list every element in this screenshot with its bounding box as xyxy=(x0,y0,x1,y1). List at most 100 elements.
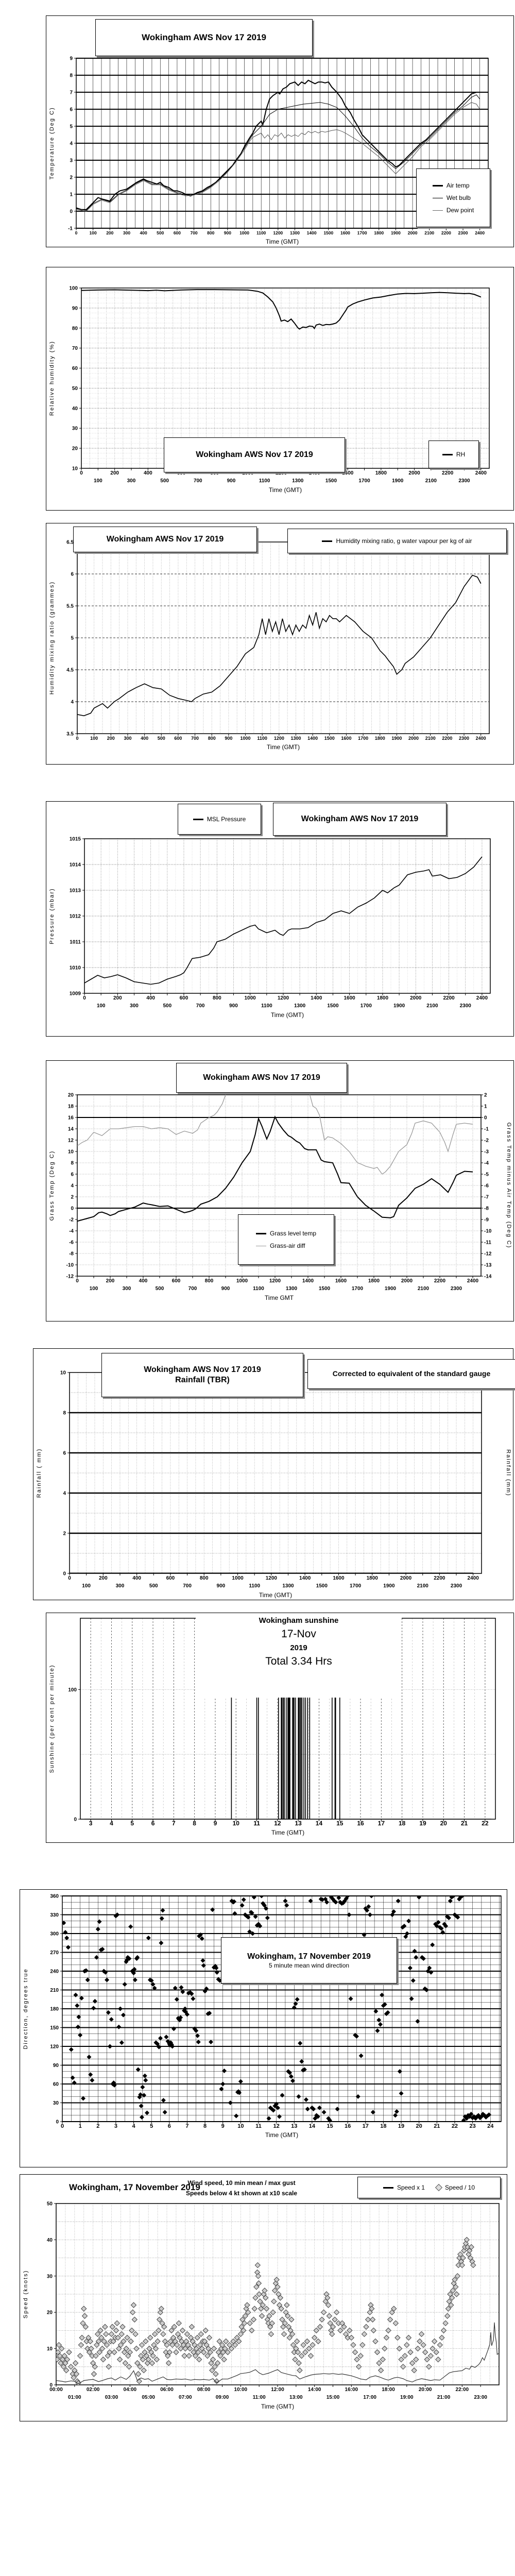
y-tick-label: 240 xyxy=(50,1969,59,1975)
x-tick-label: 2100 xyxy=(424,230,434,235)
x-tick-label: 1100 xyxy=(253,1286,264,1292)
x-tick-label: 11 xyxy=(253,1820,260,1827)
x-tick-label: 1900 xyxy=(383,1583,395,1589)
title-text: Corrected to equivalent of the standard … xyxy=(332,1369,491,1378)
x-tick-label: 1900 xyxy=(393,1003,405,1009)
y-tick-label: 8 xyxy=(71,1161,74,1166)
x-tick-label: 14:00 xyxy=(308,2387,321,2393)
x-tick-label: 800 xyxy=(200,1575,209,1581)
y-tick-label: 100 xyxy=(68,1687,77,1693)
x-tick-label: 1000 xyxy=(245,995,256,1001)
right-y-axis-title: Rainfall (mm) xyxy=(505,1449,511,1496)
x-tick-label: 0 xyxy=(80,470,83,476)
title-text: 5 minute mean wind direction xyxy=(268,1961,350,1969)
x-tick-label: 300 xyxy=(124,736,131,741)
x-tick-label: 200 xyxy=(99,1575,108,1581)
title-text: Wokingham, 17 November 2019 xyxy=(247,1952,371,1961)
legend-label: Grass-air diff xyxy=(269,1242,305,1249)
x-tick-label: 00:00 xyxy=(49,2387,63,2393)
x-tick-label: 900 xyxy=(229,1003,238,1009)
y-tick-label: 180 xyxy=(50,2007,59,2012)
x-tick-label: 1300 xyxy=(290,736,301,741)
x-tick-label: 800 xyxy=(210,470,219,476)
legend-label: RH xyxy=(456,450,466,458)
x-tick-label: 1700 xyxy=(358,736,368,741)
x-tick-label: 1700 xyxy=(352,1286,364,1292)
x-tick-label: 1800 xyxy=(377,995,389,1001)
x-tick-label: 700 xyxy=(188,1286,197,1292)
y-tick-label: 210 xyxy=(50,1988,59,1993)
x-tick-label: 1600 xyxy=(342,470,354,476)
x-tick-label: 1000 xyxy=(241,736,251,741)
y-tick-label: 16 xyxy=(68,1115,74,1121)
y-tick-label: 40 xyxy=(47,2238,53,2243)
x-axis-title: Time (GMT) xyxy=(271,1829,304,1836)
x-tick-label: 800 xyxy=(205,1278,214,1284)
x-tick-label: 1300 xyxy=(290,230,300,235)
wind-speed-plot: 00:00 01:00 02:00 03:00 04:00 05:00 06:00 07:00… xyxy=(23,2179,500,2410)
y-tick-label: 8 xyxy=(63,1411,66,1416)
x-tick-label: 1400 xyxy=(299,1575,311,1581)
x-tick-label: 1300 xyxy=(286,1286,298,1292)
y-tick-label: 6 xyxy=(63,1451,66,1456)
x-axis-title: Time GMT xyxy=(265,1294,294,1301)
y-tick-label: 10 xyxy=(60,1370,66,1376)
y-axis-title: Direction, degrees true xyxy=(23,1968,29,2049)
y-axis-title: Relative humidity (%) xyxy=(49,341,55,416)
x-tick-label: 1700 xyxy=(350,1583,362,1589)
sunshine-title-line: 2019 xyxy=(290,1643,307,1652)
x-tick-label: 300 xyxy=(127,478,136,484)
x-tick-label: 2100 xyxy=(418,1286,430,1292)
y-tick-label: 8 xyxy=(70,73,73,79)
title-text: Wokingham AWS Nov 17 2019 xyxy=(144,1365,261,1374)
x-tick-label: 100 xyxy=(90,1286,98,1292)
title-box: Wokingham AWS Nov 17 2019 xyxy=(273,803,447,836)
x-tick-label: 1400 xyxy=(307,736,318,741)
title-box: Wokingham AWS Nov 17 2019 Rainfall (TBR) xyxy=(101,1353,303,1397)
x-tick-label: 1800 xyxy=(374,230,384,235)
y-tick-label: 6.5 xyxy=(66,540,74,546)
y-tick-label: 4 xyxy=(71,700,74,705)
y-tick-label: 270 xyxy=(50,1950,59,1956)
x-tick-label: 2400 xyxy=(475,230,485,235)
y-tick-label: 0 xyxy=(70,209,73,215)
x-tick-label: 300 xyxy=(116,1583,125,1589)
relative-humidity-plot: 0 100 200 300 400 500 600 700 800 900 1000 1100 1200… xyxy=(49,286,490,494)
x-tick-label: 1100 xyxy=(257,736,267,741)
legend-box: Humidity mixing ratio, g water vapour pe… xyxy=(287,529,507,553)
x-tick-label: 8 xyxy=(203,2123,207,2129)
x-tick-label: 09:00 xyxy=(216,2395,229,2400)
x-tick-label: 1400 xyxy=(308,470,320,476)
x-tick-label: 12:00 xyxy=(271,2387,284,2393)
y-tick-label: 12 xyxy=(68,1138,74,1144)
x-tick-label: 1600 xyxy=(335,1278,347,1284)
x-tick-label: 2000 xyxy=(408,470,420,476)
title-text: Wokingham AWS Nov 17 2019 xyxy=(203,1073,320,1082)
x-tick-label: 1500 xyxy=(324,736,335,741)
x-tick-label: 23 xyxy=(469,2123,475,2129)
x-tick-label: 18 xyxy=(399,1820,406,1827)
mixing-ratio-plot: 0 100 200 300 400 500 600 700 800 900 1000 1100 1200… xyxy=(49,540,490,751)
y-tick-label: 0 xyxy=(63,1571,66,1577)
y-tick-label: 360 xyxy=(50,1894,59,1900)
x-tick-label: 6 xyxy=(151,1820,155,1827)
x-tick-label: 21 xyxy=(461,1820,468,1827)
y-tick-label: 9 xyxy=(70,56,73,62)
x-tick-label: 23:00 xyxy=(474,2395,487,2400)
x-tick-label: 200 xyxy=(110,470,119,476)
y-tick-label: -1 xyxy=(68,226,73,232)
mixing-ratio-chart: 0 100 200 300 400 500 600 700 800 900 1000 1100 1200… xyxy=(46,523,514,765)
x-tick-label: 200 xyxy=(113,995,122,1001)
x-axis-title: Time (GMT) xyxy=(261,2403,294,2410)
x-tick-label: 900 xyxy=(224,230,231,235)
x-tick-label: 1900 xyxy=(391,230,401,235)
Speed / 10-series xyxy=(56,2236,476,2385)
title-text: Wokingham AWS Nov 17 2019 xyxy=(106,535,224,544)
temperature-plot: 0 100 200 300 400 500 600 700 800 900 1000 1100 1200… xyxy=(49,56,489,245)
x-tick-label: 600 xyxy=(174,230,181,235)
x-tick-label: 24 xyxy=(487,2123,494,2129)
y-tick-label: 20 xyxy=(72,446,78,452)
y-tick-label: 1012 xyxy=(70,914,81,920)
y-tick-label: 0 xyxy=(484,1115,487,1121)
x-tick-label: 13 xyxy=(291,2123,297,2129)
